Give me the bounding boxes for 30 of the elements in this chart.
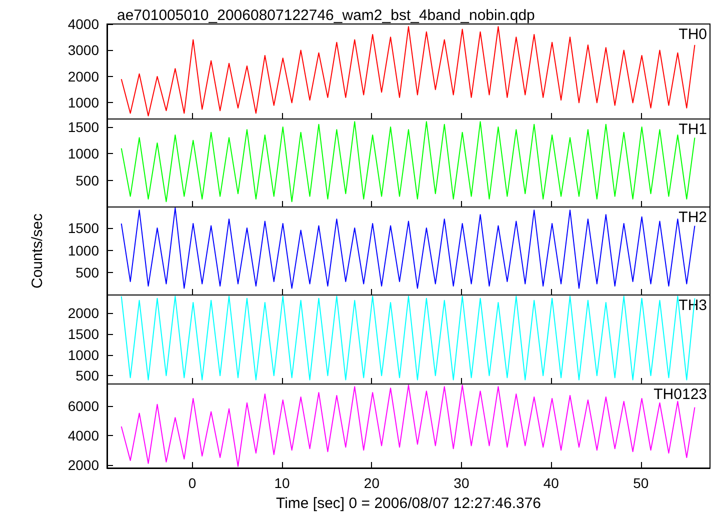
y-tick-label: 1000 [68,242,100,258]
y-tick-label: 4000 [68,427,100,444]
series-label: TH0123 [654,386,708,403]
y-tick-label: 500 [76,264,100,281]
x-tick-label: 50 [633,475,649,491]
y-tick-label: 2000 [68,68,100,84]
y-tick-label: 1000 [68,346,100,363]
y-tick-label: 4000 [68,16,100,32]
series-label: TH0 [678,26,708,43]
y-tick-label: 500 [76,368,100,384]
y-tick-label: 3000 [68,42,100,58]
y-tick-label: 6000 [68,398,100,414]
chart-title: ae701005010_20060807122746_wam2_bst_4band_nobin.qdp [117,7,535,24]
y-tick-label: 2000 [68,304,100,321]
y-tick-label: 2000 [68,456,100,473]
series-label: TH1 [678,121,708,138]
y-tick-label: 1000 [68,94,100,111]
x-axis-title: Time [sec] 0 = 2006/08/07 12:27:46.376 [276,495,542,512]
y-tick-label: 500 [76,172,100,188]
x-tick-label: 10 [274,475,290,491]
y-axis-title: Counts/sec [29,212,46,289]
y-tick-label: 1500 [68,119,100,135]
y-tick-label: 1500 [68,326,100,342]
series-label: TH2 [678,209,708,226]
x-tick-label: 40 [543,475,560,491]
x-tick-label: 30 [454,475,470,491]
x-tick-label: 20 [364,475,380,491]
y-tick-label: 1000 [68,146,100,162]
y-tick-label: 1500 [68,220,100,236]
x-tick-label: 0 [188,475,196,491]
